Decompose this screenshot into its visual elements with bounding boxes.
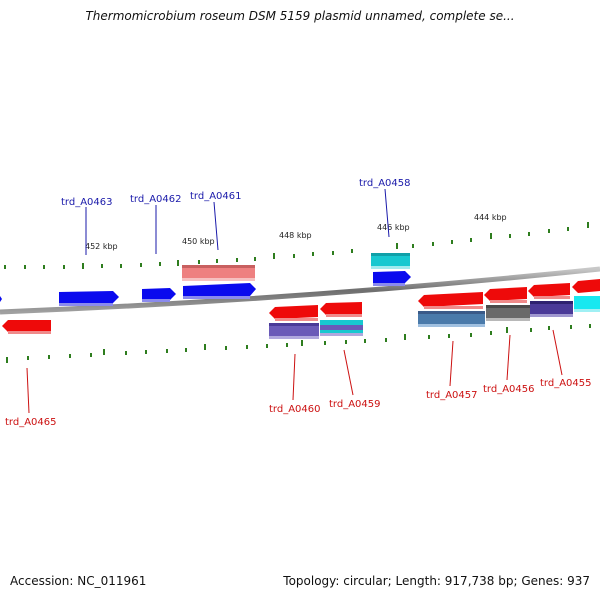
gene-arrow-trd-a0463[interactable]: [59, 291, 119, 304]
cog-box-right-edge[interactable]: [574, 296, 600, 311]
gene-arrow-left-edge[interactable]: [0, 296, 2, 302]
gene-label-trd-a0456[interactable]: trd_A0456: [483, 384, 535, 395]
reverse-label-leaders: [26, 329, 563, 414]
reverse-cog-track: [269, 296, 600, 339]
scale-label: 446 kbp: [377, 223, 410, 232]
gene-label-trd-a0460[interactable]: trd_A0460: [269, 404, 321, 415]
scale-label: 448 kbp: [279, 231, 312, 240]
gene-label-trd-a0461[interactable]: trd_A0461: [190, 191, 242, 202]
cog-box-trd-a0457[interactable]: [418, 311, 485, 326]
scale-label: 452 kbp: [85, 242, 118, 251]
gene-label-trd-a0455[interactable]: trd_A0455: [540, 378, 592, 389]
cog-box-trd-a0461[interactable]: [182, 265, 255, 279]
gene-arrow-trd-a0458[interactable]: [373, 271, 411, 285]
reverse-cds-track: [2, 279, 600, 334]
inner-tick-track: [6, 324, 591, 363]
map-title: Thermomicrobium roseum DSM 5159 plasmid …: [85, 9, 515, 23]
gene-arrow-trd-a0459[interactable]: [320, 302, 362, 315]
gene-arrow-trd-a0465[interactable]: [2, 320, 51, 332]
forward-cog-track: [182, 253, 410, 281]
cog-box-trd-a0458[interactable]: [371, 253, 410, 267]
gene-arrow-trd-a0460[interactable]: [269, 305, 318, 319]
forward-label-leaders: [85, 188, 390, 255]
gene-arrow-trd-a0455[interactable]: [528, 283, 570, 297]
scale-label: 450 kbp: [182, 237, 215, 246]
gene-arrow-trd-a0461[interactable]: [183, 283, 256, 298]
gene-label-trd-a0463[interactable]: trd_A0463: [61, 197, 113, 208]
gene-label-trd-a0458[interactable]: trd_A0458: [359, 178, 411, 189]
scale-label: 444 kbp: [474, 213, 507, 222]
gene-label-trd-a0459[interactable]: trd_A0459: [329, 399, 381, 410]
accession-text: Accession: NC_011961: [10, 574, 147, 588]
gene-arrow-right-edge[interactable]: [572, 279, 600, 293]
genome-backbone: [0, 266, 600, 315]
gene-arrow-trd-a0457[interactable]: [418, 292, 483, 307]
gene-arrow-trd-a0462[interactable]: [142, 288, 176, 301]
cog-box-trd-a0460[interactable]: [269, 323, 319, 338]
forward-cds-track: [0, 271, 411, 306]
gene-arrow-trd-a0456[interactable]: [484, 287, 527, 301]
gene-label-trd-a0465[interactable]: trd_A0465: [5, 417, 57, 428]
gene-label-trd-a0457[interactable]: trd_A0457: [426, 390, 478, 401]
topology-stats-text: Topology: circular; Length: 917,738 bp; …: [283, 574, 590, 588]
cog-box-trd-a0456[interactable]: [486, 305, 530, 320]
outer-tick-track: [4, 222, 589, 269]
gene-label-trd-a0462[interactable]: trd_A0462: [130, 194, 182, 205]
cog-box-trd-a0455[interactable]: [530, 301, 573, 316]
